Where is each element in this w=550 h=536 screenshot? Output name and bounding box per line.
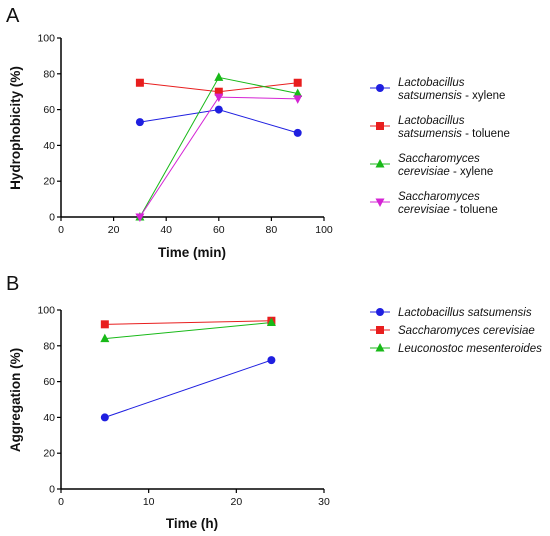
panel-a-series-2-point — [135, 78, 144, 87]
panel-a-chart: A Hydrophobicity (%) Time (min) 0 20 40 60 8… — [6, 5, 510, 260]
panel-a-legend-swatch-marker — [375, 159, 385, 168]
panel-a-x-tick-label: 100 — [315, 224, 333, 236]
panel-b-x-tick-label: 20 — [230, 496, 242, 508]
panel-a-legend-swatch-marker — [376, 84, 384, 92]
panel-a-series-4-point — [135, 213, 145, 222]
panel-a-x-tick-label: 60 — [213, 224, 225, 236]
panel-a-y-tick-label: 60 — [43, 104, 55, 116]
panel-a-x-tick-label: 20 — [108, 224, 120, 236]
panel-b-series-3-point — [100, 333, 110, 343]
panel-b-series-2-line — [104, 320, 272, 325]
panel-b-y-tick-label: 100 — [37, 305, 55, 317]
panel-b-y-tick-label: 20 — [43, 448, 55, 460]
panel-b-chart: B Aggregation (%) Time (h) 0204060801000… — [6, 273, 542, 531]
panel-a-y-tick-label: 0 — [49, 212, 55, 224]
panel-b-y-tick-label: 0 — [49, 484, 55, 496]
panel-a-legend-swatch-marker — [376, 122, 384, 130]
panel-b-legend-entry-2: Saccharomyces cerevisiae — [370, 325, 535, 337]
panel-b-y-tick-label: 40 — [43, 412, 55, 424]
panel-b-legend-entry-3: Leuconostoc mesenteroides — [370, 343, 542, 355]
panel-b-series-1-point — [267, 356, 276, 365]
panel-a-legend-label: cerevisiae - toluene — [398, 204, 498, 216]
panel-a-series-3-point — [293, 88, 303, 97]
panel-a-plot-area — [135, 72, 303, 222]
panel-b-x-tick-label: 0 — [58, 496, 64, 508]
panel-b-legend-label: Saccharomyces cerevisiae — [398, 325, 535, 337]
panel-a-x-axis-label: Time (min) — [158, 245, 226, 260]
panel-a-legend-label: Saccharomyces — [398, 191, 480, 203]
panel-a-legend-label: Lactobacillus — [398, 115, 465, 127]
panel-b-x-axis-label: Time (h) — [166, 516, 218, 531]
panel-a-series-1-point — [214, 105, 223, 114]
panel-b-series-1-line — [104, 359, 272, 418]
panel-a-y-tick-label: 40 — [43, 140, 55, 152]
panel-b-plot-area — [100, 316, 276, 422]
panel-b-label: B — [6, 273, 19, 295]
panel-b-legend: Lactobacillus satsumensis Saccharomyces c… — [370, 307, 542, 355]
panel-a-label: A — [6, 5, 20, 27]
panel-b-series-3-point — [266, 317, 276, 327]
panel-b-legend-swatch-marker — [376, 326, 384, 334]
panel-a-legend-label: cerevisiae - xylene — [398, 166, 493, 178]
panel-b-x-tick-label: 30 — [318, 496, 330, 508]
panel-b-legend-swatch-marker — [376, 308, 384, 316]
panel-a-y-tick-label: 100 — [37, 33, 55, 45]
panel-b-legend-swatch-marker — [375, 343, 385, 352]
panel-b-series-3-line — [104, 322, 272, 340]
panel-a-series-4-point — [214, 93, 224, 103]
panel-a-y-tick-label: 20 — [43, 176, 55, 188]
panel-b-y-tick-label: 60 — [43, 376, 55, 388]
panel-a-y-tick-label: 80 — [43, 68, 55, 80]
panel-a-series-2-point — [214, 87, 223, 96]
panel-a-series-4-point — [293, 95, 303, 104]
panel-b-y-tick-label: 80 — [43, 340, 55, 352]
panel-a-series-4-line — [139, 96, 298, 218]
panel-b-y-axis-label: Aggregation (%) — [8, 348, 23, 452]
panel-a-series-1-point — [293, 128, 302, 137]
panel-a-y-axis-label: Hydrophobicity (%) — [8, 66, 23, 190]
panel-a-axes: 0 20 40 60 80 100 0 20 40 60 80 100 — [37, 33, 332, 237]
panel-b-series-2-point — [100, 320, 109, 329]
panel-b-legend-entry-1: Lactobacillus satsumensis — [370, 307, 532, 319]
panel-b-legend-label: Lactobacillus satsumensis — [398, 307, 532, 319]
panel-a-x-tick-label: 40 — [160, 224, 172, 236]
panel-a-x-tick-label: 80 — [266, 224, 278, 236]
panel-a-legend-label: satsumensis - toluene — [398, 128, 510, 140]
panel-b-legend-label: Leuconostoc mesenteroides — [398, 343, 542, 355]
panel-b-x-tick-label: 10 — [143, 496, 155, 508]
panel-a-legend-label: satsumensis - xylene — [398, 90, 505, 102]
panel-a-legend-label: Lactobacillus — [398, 77, 465, 89]
panel-a-legend-label: Saccharomyces — [398, 153, 480, 165]
panel-a-series-2-point — [293, 78, 302, 87]
panel-a-legend-swatch-marker — [375, 198, 385, 207]
panel-b-series-1-point — [100, 413, 109, 422]
panel-b-axes: 0 20 40 60 80 100 0 10 20 30 — [37, 305, 330, 509]
panel-a-series-1-point — [135, 118, 144, 127]
panel-a-series-3-point — [214, 72, 224, 81]
panel-a-x-tick-label: 0 — [58, 224, 64, 236]
